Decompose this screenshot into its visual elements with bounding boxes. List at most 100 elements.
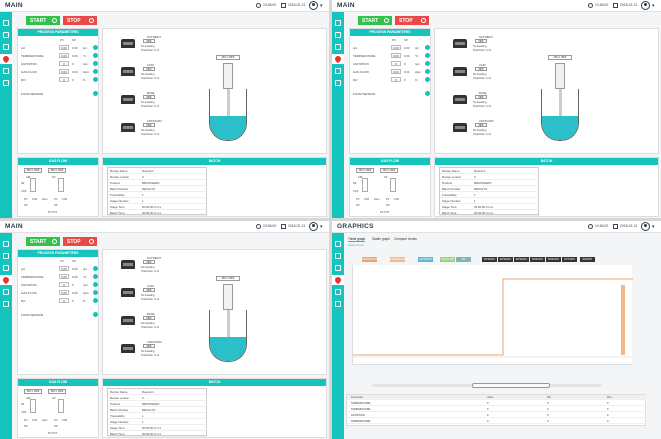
stop-button[interactable]: STOP [395,16,429,25]
legend-chip[interactable]: MINUTES [530,257,545,262]
chevron-down-icon[interactable]: ▾ [320,3,323,9]
pp-pv-input[interactable]: 0.00 [391,53,401,58]
pump-toggle[interactable]: OFF [143,95,155,99]
pump-toggle[interactable]: OFF [143,288,155,292]
pp-pv-input[interactable]: 0 [59,282,69,287]
chart-icon[interactable] [3,44,9,50]
tab-stable-graph[interactable]: Stable graph [372,237,391,241]
pump-toggle[interactable]: OFF [475,123,487,127]
pp-action-button[interactable] [425,45,430,50]
pp-pv-input[interactable]: 0.00 [59,290,69,295]
layers-icon[interactable] [3,32,9,38]
pump-toggle[interactable]: OFF [143,260,155,264]
pump-toggle[interactable]: OFF [475,95,487,99]
start-button[interactable]: START [26,16,60,25]
pump-toggle[interactable]: OFF [475,39,487,43]
gas-switch[interactable]: ON ⊙ OFF [380,168,398,173]
gear-icon[interactable] [335,80,341,86]
pp-action-button[interactable] [425,61,430,66]
chart-icon[interactable] [3,265,9,271]
user-avatar-icon[interactable] [641,1,650,10]
pump-toggle[interactable]: OFF [143,39,155,43]
chevron-down-icon[interactable]: ▾ [652,3,655,9]
pp-action-button[interactable] [93,91,98,96]
user-avatar-icon[interactable] [309,1,318,10]
chevron-down-icon[interactable]: ▾ [320,224,323,230]
start-button[interactable]: START [26,237,60,246]
chart-icon[interactable] [335,265,341,271]
settings-icon[interactable] [3,68,9,74]
start-button[interactable]: START [358,16,392,25]
pp-action-button[interactable] [93,266,98,271]
sidebar-item-active[interactable] [0,275,12,285]
legend-chip[interactable]: DO [456,257,471,262]
legend-chip[interactable]: INTERVAL [482,257,497,262]
pp-action-button[interactable] [93,298,98,303]
pp-pv-input[interactable]: 0.00 [391,69,401,74]
pump-toggle[interactable]: OFF [143,316,155,320]
pp-action-button[interactable] [93,77,98,82]
alarm-clock-icon[interactable] [256,3,261,8]
user-avatar-icon[interactable] [309,222,318,231]
legend-chip[interactable]: TEMPERATURE [362,257,380,262]
scroll-thumb[interactable] [472,383,550,388]
gas-switch[interactable]: ON ⊙ OFF [24,168,42,173]
gas-switch[interactable]: ON ⊙ OFF [48,389,66,394]
legend-chip[interactable]: AGITATION [418,257,433,262]
pp-pv-input[interactable]: 0.00 [59,266,69,271]
sidebar-item-active[interactable] [0,54,12,64]
pp-pv-input[interactable]: 0 [391,61,401,66]
pp-action-button[interactable] [93,290,98,295]
legend-chip[interactable]: REPORT [580,257,595,262]
user-avatar-icon[interactable] [641,222,650,231]
pp-action-button[interactable] [93,282,98,287]
legend-chip[interactable]: TEMPERATURE [390,257,408,262]
pp-action-button[interactable] [425,91,430,96]
vessel-switch[interactable]: ON ⊙ OFF [216,55,240,60]
legend-chip[interactable]: INTERVAL [498,257,513,262]
layers-icon[interactable] [3,253,9,259]
home-icon[interactable] [3,241,9,247]
pp-pv-input[interactable]: 0.00 [59,45,69,50]
legend-chip[interactable]: OPTIONS [562,257,577,262]
chevron-down-icon[interactable]: ▾ [652,224,655,230]
gear-icon[interactable] [335,301,341,307]
gear-icon[interactable] [3,80,9,86]
gas-switch[interactable]: ON ⊙ OFF [356,168,374,173]
home-icon[interactable] [3,20,9,26]
vessel-switch[interactable]: ON ⊙ OFF [216,276,240,281]
pp-pv-input[interactable]: 0.00 [59,53,69,58]
pp-pv-input[interactable]: 0 [59,298,69,303]
chart-icon[interactable] [335,44,341,50]
pp-action-button[interactable] [93,45,98,50]
pp-action-button[interactable] [93,53,98,58]
stop-button[interactable]: STOP [63,16,97,25]
settings-icon[interactable] [335,68,341,74]
stop-button[interactable]: STOP [63,237,97,246]
layers-icon[interactable] [335,32,341,38]
tab-compare-trends[interactable]: Compare trends [394,237,417,241]
sidebar-item-active[interactable] [332,275,344,285]
legend-chip[interactable]: GAS FLOW [440,257,455,262]
settings-icon[interactable] [335,289,341,295]
pp-pv-input[interactable]: 0 [59,77,69,82]
pump-toggle[interactable]: OFF [143,123,155,127]
vessel-switch[interactable]: ON ⊙ OFF [548,55,572,60]
pump-toggle[interactable]: OFF [143,67,155,71]
pp-pv-input[interactable]: 0.00 [59,274,69,279]
legend-chip[interactable]: INTERVAL [514,257,529,262]
pp-pv-input[interactable]: 0 [59,61,69,66]
tab-trend-graph[interactable]: Trend graph [348,237,366,242]
pp-action-button[interactable] [93,69,98,74]
sidebar-item-active[interactable] [332,54,344,64]
home-icon[interactable] [335,20,341,26]
legend-chip[interactable]: MINUTES [546,257,561,262]
pump-toggle[interactable]: OFF [475,67,487,71]
pp-pv-input[interactable]: 0.00 [391,45,401,50]
alarm-clock-icon[interactable] [256,224,261,229]
alarm-clock-icon[interactable] [588,3,593,8]
pp-action-button[interactable] [425,69,430,74]
alarm-clock-icon[interactable] [588,224,593,229]
gear-icon[interactable] [3,301,9,307]
gas-switch[interactable]: ON ⊙ OFF [24,389,42,394]
